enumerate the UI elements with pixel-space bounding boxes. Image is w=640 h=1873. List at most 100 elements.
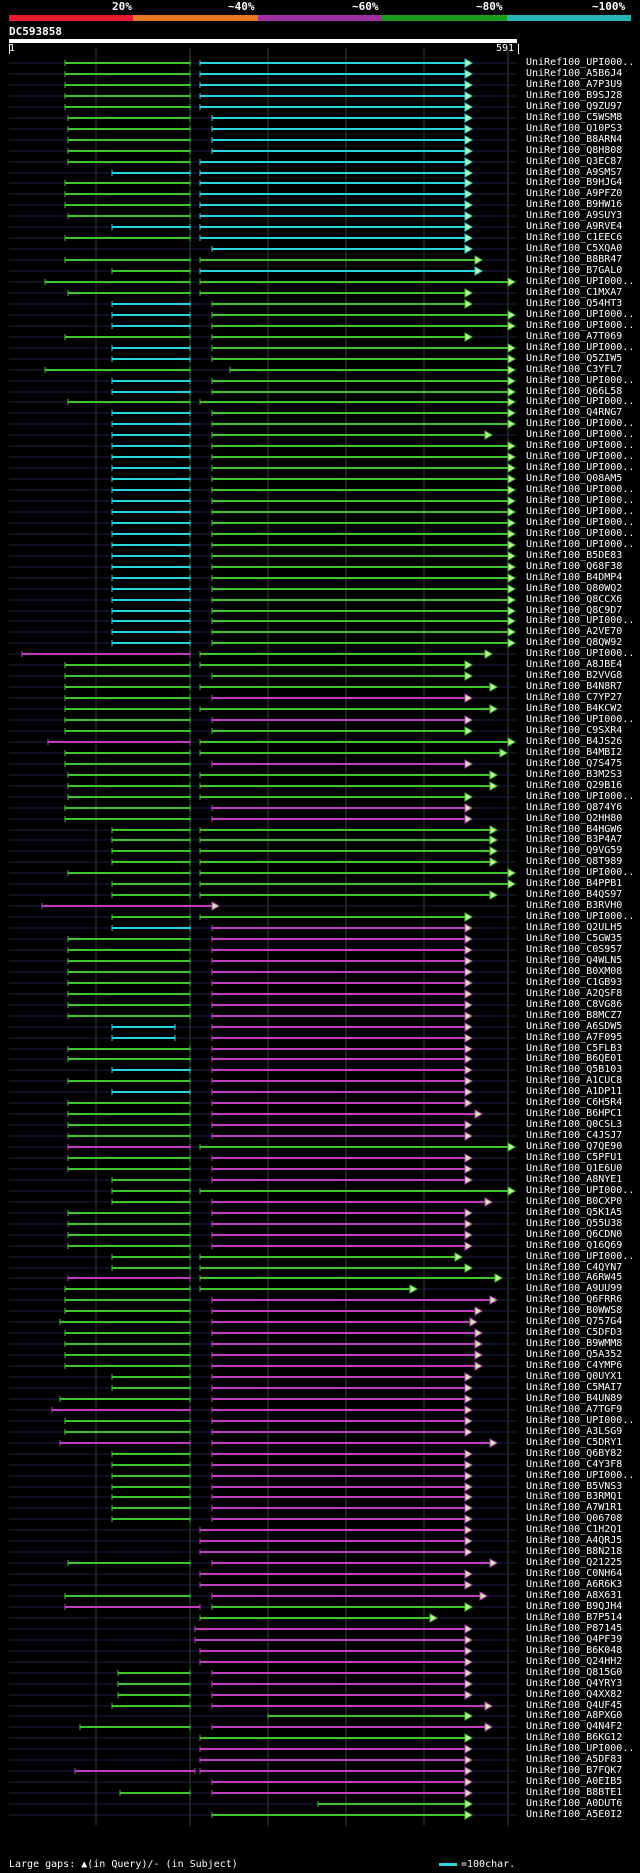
hit-label[interactable]: UniRef100_Q9ZU97 <box>526 101 623 112</box>
hit-label[interactable]: UniRef100_Q0CSL3 <box>526 1119 623 1130</box>
hit-label[interactable]: UniRef100_UPI000.. <box>526 1185 635 1196</box>
hit-label[interactable]: UniRef100_Q7S475 <box>526 758 623 769</box>
hit-label[interactable]: UniRef100_B8MCZ7 <box>526 1010 623 1021</box>
hit-label[interactable]: UniRef100_A8X631 <box>526 1590 623 1601</box>
hit-label[interactable]: UniRef100_C1H2Q1 <box>526 1524 623 1535</box>
hit-label[interactable]: UniRef100_A0DUT6 <box>526 1798 623 1809</box>
hit-label[interactable]: UniRef100_C5DFD3 <box>526 1327 623 1338</box>
hit-label[interactable]: UniRef100_A9SMS7 <box>526 167 623 178</box>
hit-label[interactable]: UniRef100_UPI000.. <box>526 615 635 626</box>
hit-label[interactable]: UniRef100_Q0UYX1 <box>526 1371 623 1382</box>
hit-label[interactable]: UniRef100_B8BR47 <box>526 254 623 265</box>
hit-label[interactable]: UniRef100_UPI000.. <box>526 429 635 440</box>
hit-label[interactable]: UniRef100_Q1E6U0 <box>526 1163 623 1174</box>
hit-label[interactable]: UniRef100_UPI000.. <box>526 462 635 473</box>
hit-label[interactable]: UniRef100_UPI000.. <box>526 396 635 407</box>
hit-label[interactable]: UniRef100_UPI000.. <box>526 528 635 539</box>
hit-label[interactable]: UniRef100_UPI000.. <box>526 451 635 462</box>
hit-label[interactable]: UniRef100_C0NH64 <box>526 1568 623 1579</box>
hit-label[interactable]: UniRef100_A8NYE1 <box>526 1174 623 1185</box>
hit-label[interactable]: UniRef100_Q54HT3 <box>526 298 623 309</box>
hit-label[interactable]: UniRef100_Q815G0 <box>526 1667 623 1678</box>
hit-label[interactable]: UniRef100_C1GB93 <box>526 977 623 988</box>
hit-label[interactable]: UniRef100_C5XQA0 <box>526 243 623 254</box>
hit-label[interactable]: UniRef100_C4YMP6 <box>526 1360 623 1371</box>
hit-label[interactable]: UniRef100_A3LSG9 <box>526 1426 623 1437</box>
hit-label[interactable]: UniRef100_Q5ZIW5 <box>526 353 623 364</box>
hit-label[interactable]: UniRef100_Q66L58 <box>526 386 623 397</box>
hit-label[interactable]: UniRef100_B4HGW6 <box>526 824 623 835</box>
hit-label[interactable]: UniRef100_Q10PS3 <box>526 123 623 134</box>
hit-label[interactable]: UniRef100_UPI000.. <box>526 506 635 517</box>
hit-label[interactable]: UniRef100_B0WWS8 <box>526 1305 623 1316</box>
hit-label[interactable]: UniRef100_B7FQK7 <box>526 1765 623 1776</box>
hit-label[interactable]: UniRef100_C4JSJ7 <box>526 1130 623 1141</box>
hit-label[interactable]: UniRef100_UPI000.. <box>526 276 635 287</box>
hit-label[interactable]: UniRef100_UPI000.. <box>526 517 635 528</box>
hit-label[interactable]: UniRef100_B8N218 <box>526 1546 623 1557</box>
hit-label[interactable]: UniRef100_B4JS26 <box>526 736 623 747</box>
hit-label[interactable]: UniRef100_C1MXA7 <box>526 287 623 298</box>
hit-label[interactable]: UniRef100_B6KG12 <box>526 1732 623 1743</box>
hit-label[interactable]: UniRef100_B6QE01 <box>526 1053 623 1064</box>
hit-label[interactable]: UniRef100_B9HW16 <box>526 199 623 210</box>
hit-label[interactable]: UniRef100_UPI000.. <box>526 1251 635 1262</box>
hit-label[interactable]: UniRef100_Q68F38 <box>526 561 623 572</box>
hit-label[interactable]: UniRef100_B4DMP4 <box>526 572 623 583</box>
hit-label[interactable]: UniRef100_A5E0I2 <box>526 1809 623 1820</box>
hit-label[interactable]: UniRef100_C5PFU1 <box>526 1152 623 1163</box>
hit-label[interactable]: UniRef100_B9HJG4 <box>526 177 623 188</box>
hit-label[interactable]: UniRef100_A8PXG0 <box>526 1710 623 1721</box>
hit-label[interactable]: UniRef100_B2VVG8 <box>526 670 623 681</box>
hit-label[interactable]: UniRef100_A7TGF9 <box>526 1404 623 1415</box>
hit-label[interactable]: UniRef100_Q3EC87 <box>526 156 623 167</box>
hit-label[interactable]: UniRef100_A7T069 <box>526 331 623 342</box>
hit-label[interactable]: UniRef100_Q757G4 <box>526 1316 623 1327</box>
hit-label[interactable]: UniRef100_Q06708 <box>526 1513 623 1524</box>
hit-label[interactable]: UniRef100_B4PPB1 <box>526 878 623 889</box>
hit-label[interactable]: UniRef100_UPI000.. <box>526 1415 635 1426</box>
hit-label[interactable]: UniRef100_UPI000.. <box>526 342 635 353</box>
hit-label[interactable]: UniRef100_Q5K1A5 <box>526 1207 623 1218</box>
hit-label[interactable]: UniRef100_A5DF83 <box>526 1754 623 1765</box>
hit-label[interactable]: UniRef100_Q7QE90 <box>526 1141 623 1152</box>
hit-label[interactable]: UniRef100_B6HPC1 <box>526 1108 623 1119</box>
hit-label[interactable]: UniRef100_Q8CCX6 <box>526 594 623 605</box>
hit-label[interactable]: UniRef100_UPI000.. <box>526 539 635 550</box>
hit-label[interactable]: UniRef100_B4UN89 <box>526 1393 623 1404</box>
hit-label[interactable]: UniRef100_A5B6J4 <box>526 68 623 79</box>
hit-label[interactable]: UniRef100_Q4RNG7 <box>526 407 623 418</box>
hit-label[interactable]: UniRef100_A0EIB5 <box>526 1776 623 1787</box>
hit-label[interactable]: UniRef100_Q4N4F2 <box>526 1721 623 1732</box>
hit-label[interactable]: UniRef100_B4QS97 <box>526 889 623 900</box>
hit-label[interactable]: UniRef100_Q4UF45 <box>526 1700 623 1711</box>
hit-label[interactable]: UniRef100_UPI000.. <box>526 867 635 878</box>
hit-label[interactable]: UniRef100_B7P514 <box>526 1612 623 1623</box>
hit-label[interactable]: UniRef100_UPI000.. <box>526 320 635 331</box>
hit-label[interactable]: UniRef100_B8ARN4 <box>526 134 623 145</box>
hit-label[interactable]: UniRef100_UPI000.. <box>526 484 635 495</box>
hit-label[interactable]: UniRef100_UPI000.. <box>526 418 635 429</box>
hit-label[interactable]: UniRef100_B9SJ28 <box>526 90 623 101</box>
hit-label[interactable]: UniRef100_UPI000.. <box>526 648 635 659</box>
hit-label[interactable]: UniRef100_Q5B103 <box>526 1064 623 1075</box>
hit-label[interactable]: UniRef100_A9UU99 <box>526 1283 623 1294</box>
hit-label[interactable]: UniRef100_UPI000.. <box>526 495 635 506</box>
hit-label[interactable]: UniRef100_C1EEC6 <box>526 232 623 243</box>
hit-label[interactable]: UniRef100_Q8H808 <box>526 145 623 156</box>
hit-label[interactable]: UniRef100_Q6BY82 <box>526 1448 623 1459</box>
hit-label[interactable]: UniRef100_Q4YRY3 <box>526 1678 623 1689</box>
hit-label[interactable]: UniRef100_C5FLB3 <box>526 1043 623 1054</box>
hit-label[interactable]: UniRef100_A6RW45 <box>526 1272 623 1283</box>
hit-label[interactable]: UniRef100_B8BTE1 <box>526 1787 623 1798</box>
hit-label[interactable]: UniRef100_C8VG86 <box>526 999 623 1010</box>
hit-label[interactable]: UniRef100_B9QJH4 <box>526 1601 623 1612</box>
hit-label[interactable]: UniRef100_UPI000.. <box>526 1470 635 1481</box>
hit-label[interactable]: UniRef100_B0CXP0 <box>526 1196 623 1207</box>
hit-label[interactable]: UniRef100_UPI000.. <box>526 440 635 451</box>
hit-label[interactable]: UniRef100_A6SDW5 <box>526 1021 623 1032</box>
hit-label[interactable]: UniRef100_C3YFL7 <box>526 364 623 375</box>
hit-label[interactable]: UniRef100_C4QYN7 <box>526 1262 623 1273</box>
hit-label[interactable]: UniRef100_C9SXR4 <box>526 725 623 736</box>
hit-label[interactable]: UniRef100_Q8C9D7 <box>526 605 623 616</box>
